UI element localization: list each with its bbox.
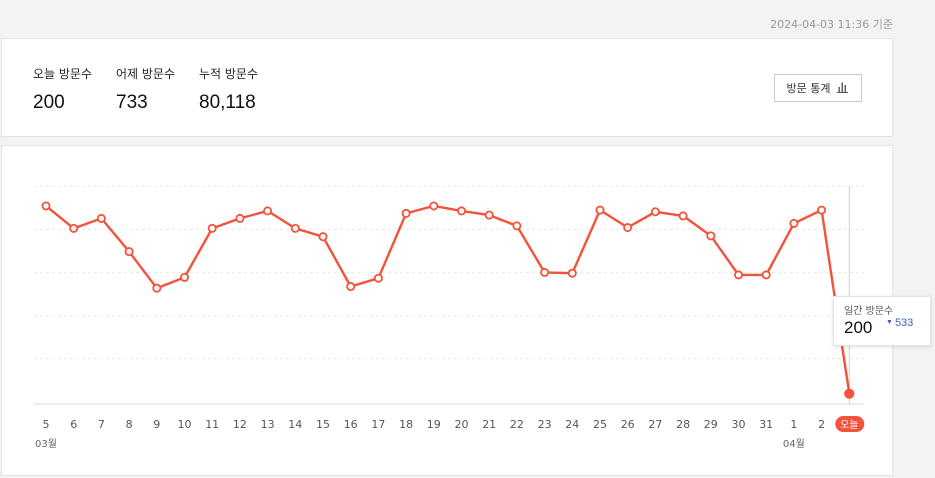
data-point[interactable] (69, 223, 79, 233)
x-tick-label: 14 (288, 418, 302, 431)
x-tick-label: 8 (126, 418, 133, 431)
x-tick-label: 9 (153, 418, 160, 431)
x-tick-label: 13 (261, 418, 275, 431)
data-point[interactable] (290, 223, 300, 233)
today-visits: 오늘 방문수 200 (33, 65, 92, 114)
data-point[interactable] (595, 205, 605, 215)
data-point[interactable] (540, 267, 550, 277)
x-tick-label: 21 (482, 418, 496, 431)
x-tick-label: 22 (510, 418, 524, 431)
x-tick-label: 19 (427, 418, 441, 431)
x-tick-label: 11 (205, 418, 219, 431)
data-point[interactable] (484, 210, 494, 220)
data-point[interactable] (96, 213, 106, 223)
data-point[interactable] (789, 218, 799, 228)
today-badge (835, 416, 865, 432)
x-tick-label: 16 (344, 418, 358, 431)
x-tick-label: 7 (98, 418, 105, 431)
data-point[interactable] (124, 247, 134, 257)
data-point[interactable] (179, 272, 189, 282)
x-tick-label: 12 (233, 418, 247, 431)
visit-summary-card: 오늘 방문수 200 어제 방문수 733 누적 방문수 80,118 방문 통… (1, 38, 893, 137)
data-point[interactable] (373, 273, 383, 283)
data-point[interactable] (678, 211, 688, 221)
data-point[interactable] (235, 213, 245, 223)
data-point[interactable] (456, 206, 466, 216)
data-point[interactable] (623, 223, 633, 233)
tooltip-delta: ▼ 533 (886, 317, 913, 329)
visit-stats-button-label: 방문 통계 (786, 82, 831, 95)
x-tick-label: 15 (316, 418, 330, 431)
data-point[interactable] (41, 201, 51, 211)
data-point-today[interactable] (844, 388, 855, 399)
data-point[interactable] (761, 270, 771, 280)
data-point[interactable] (817, 205, 827, 215)
x-tick-label-today: 오늘 (840, 419, 858, 431)
x-tick-label: 20 (455, 418, 469, 431)
down-arrow-icon: ▼ (886, 319, 893, 326)
data-point[interactable] (152, 283, 162, 293)
x-tick-label: 1 (790, 418, 797, 431)
visit-stats-button[interactable]: 방문 통계 (774, 74, 862, 102)
x-tick-label: 2 (818, 418, 825, 431)
data-point[interactable] (512, 221, 522, 231)
data-point[interactable] (401, 208, 411, 218)
timestamp: 2024-04-03 11:36 기준 (770, 18, 893, 31)
x-tick-label: 23 (538, 418, 552, 431)
month-label: 03월 (35, 438, 57, 450)
yesterday-visits-label: 어제 방문수 (116, 67, 176, 81)
series-line (45, 204, 851, 394)
month-label: 04월 (783, 438, 805, 450)
tooltip-value: 200 (844, 318, 873, 337)
data-point[interactable] (429, 201, 439, 211)
data-point[interactable] (318, 232, 328, 242)
x-tick-label: 6 (70, 418, 77, 431)
today-visits-label: 오늘 방문수 (33, 67, 93, 81)
x-tick-label: 25 (593, 418, 607, 431)
x-tick-label: 29 (704, 418, 718, 431)
total-visits-label: 누적 방문수 (199, 67, 259, 81)
x-tick-label: 10 (178, 418, 192, 431)
x-tick-label: 28 (676, 418, 690, 431)
chart-tooltip: 일간 방문수 200 ▼ 533 (833, 296, 931, 346)
data-point[interactable] (567, 268, 577, 278)
x-tick-label: 30 (732, 418, 746, 431)
today-visits-value: 200 (33, 92, 65, 113)
x-tick-label: 26 (621, 418, 635, 431)
total-visits-value: 80,118 (199, 92, 256, 113)
data-point[interactable] (346, 282, 356, 292)
daily-visits-chart-card: 5 6 7 8 9 10 11 12 13 14 15 16 17 18 19 20 21 22 23 24 25 26 2… (1, 145, 893, 476)
x-tick-label: 27 (648, 418, 662, 431)
x-tick-label: 31 (759, 418, 773, 431)
data-point[interactable] (706, 231, 716, 241)
data-point[interactable] (734, 270, 744, 280)
data-point[interactable] (263, 206, 273, 216)
x-tick-label: 24 (565, 418, 579, 431)
data-point[interactable] (207, 223, 217, 233)
x-tick-label: 17 (371, 418, 385, 431)
yesterday-visits: 어제 방문수 733 (116, 65, 175, 114)
bar-chart-icon (836, 81, 849, 96)
tooltip-label: 일간 방문수 (844, 306, 894, 317)
tooltip-delta-value: 533 (894, 317, 914, 329)
total-visits: 누적 방문수 80,118 (199, 65, 258, 114)
data-point[interactable] (650, 207, 660, 217)
daily-visits-chart: 5 6 7 8 9 10 11 12 13 14 15 16 17 18 19 20 21 22 23 24 25 26 2… (34, 185, 865, 450)
x-tick-label: 18 (399, 418, 413, 431)
x-tick-label: 5 (43, 418, 50, 431)
yesterday-visits-value: 733 (116, 92, 148, 113)
